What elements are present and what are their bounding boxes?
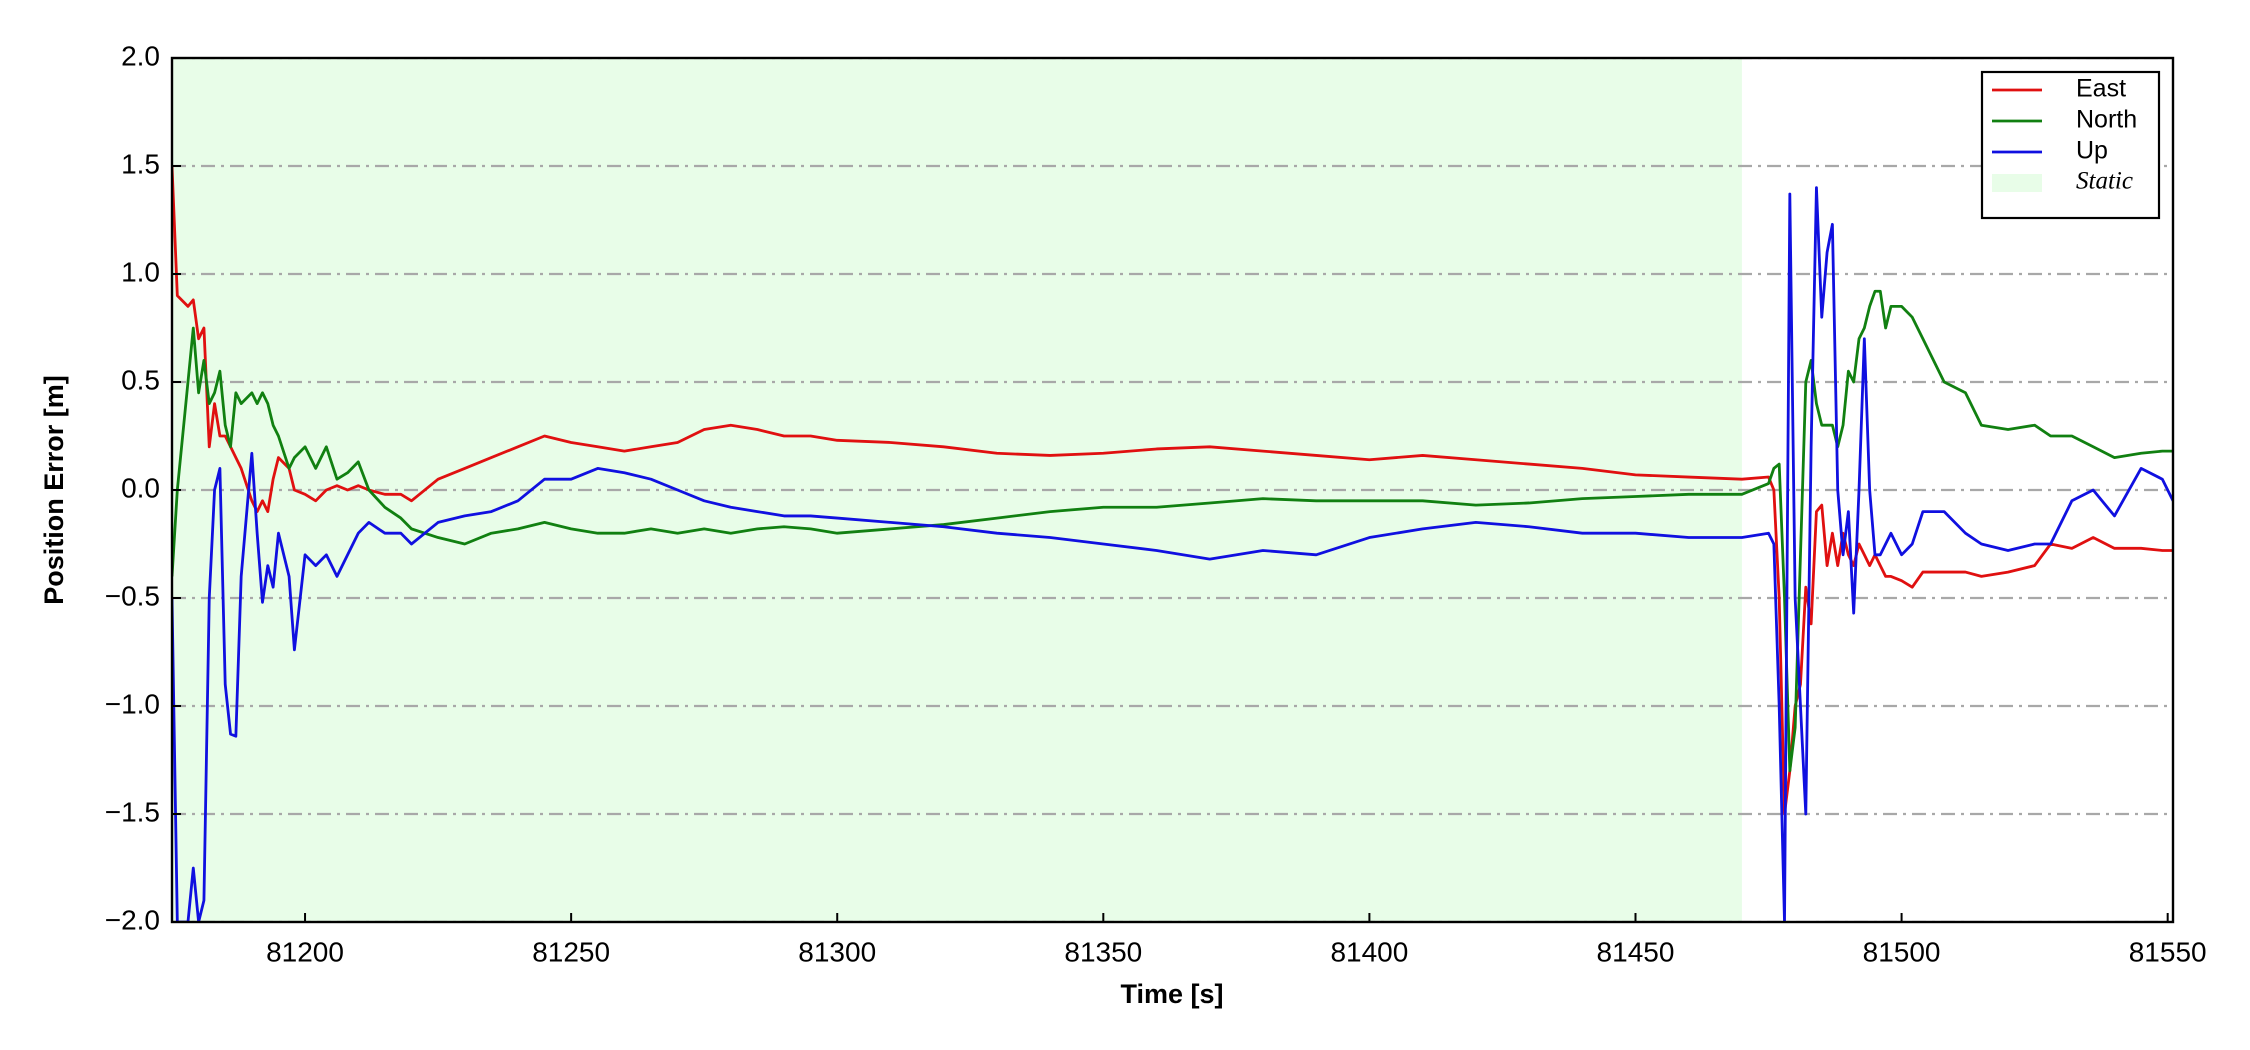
x-axis-label: Time [s] bbox=[1120, 979, 1223, 1009]
y-tick-label: 1.5 bbox=[121, 148, 160, 179]
plot-frame bbox=[170, 56, 2175, 924]
y-tick-label: 0.5 bbox=[121, 364, 160, 395]
legend: East North Up Static bbox=[1980, 70, 2161, 220]
legend-label: North bbox=[2076, 106, 2137, 134]
y-tick-label: 2.0 bbox=[121, 40, 160, 71]
x-tick-label: 81200 bbox=[266, 936, 344, 967]
y-tick-label: −1.5 bbox=[105, 796, 160, 827]
series-line bbox=[172, 165, 2173, 816]
series-line bbox=[172, 186, 2173, 922]
x-tick-label: 81450 bbox=[1597, 936, 1675, 967]
x-tick-label: 81300 bbox=[798, 936, 876, 967]
x-tick-label: 81400 bbox=[1330, 936, 1408, 967]
y-axis-label: Position Error [m] bbox=[39, 375, 69, 605]
y-tick-label: 0.0 bbox=[121, 472, 160, 503]
x-tick-label: 81550 bbox=[2129, 936, 2207, 967]
x-tick-label: 81500 bbox=[1863, 936, 1941, 967]
plot-area bbox=[172, 58, 2173, 922]
legend-label: East bbox=[2076, 75, 2126, 103]
x-tick-label: 81250 bbox=[532, 936, 610, 967]
x-tick-label: 81350 bbox=[1064, 936, 1142, 967]
series-line bbox=[172, 289, 2173, 773]
legend-box bbox=[1980, 70, 2161, 220]
y-tick-label: −0.5 bbox=[105, 580, 160, 611]
y-tick-label: −2.0 bbox=[105, 904, 160, 935]
legend-label: Static bbox=[2076, 168, 2133, 195]
legend-swatch bbox=[1992, 174, 2042, 192]
legend-label: Up bbox=[2076, 137, 2108, 165]
y-tick-label: −1.0 bbox=[105, 688, 160, 719]
y-tick-label: 1.0 bbox=[121, 256, 160, 287]
